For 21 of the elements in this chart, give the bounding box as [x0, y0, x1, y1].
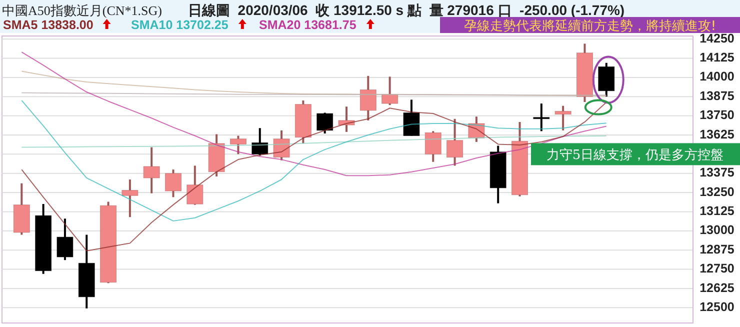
text: SMA20 13681.75	[259, 18, 356, 32]
y-tick-label: 12500	[700, 300, 734, 314]
y-tick-label: 13750	[700, 108, 734, 122]
y-tick-label: 14250	[700, 31, 734, 46]
y-tick-label: 13375	[700, 166, 734, 180]
y-tick-label: 12625	[700, 280, 734, 295]
text: SMA5 13838.00	[3, 18, 94, 32]
y-tick-label: 13250	[700, 184, 734, 199]
y-tick-label: 12750	[700, 262, 734, 276]
y-tick-label: 14125	[700, 50, 734, 65]
text: 孕線走勢代表將延續前方走勢，將持續進攻!	[464, 18, 716, 34]
chart-subtitle: 日線圖 2020/03/06 收 13912.50 s 點 量 279016 口 -250.00 (-1.77%)	[188, 2, 625, 18]
annotation: 力守5日線支撐，仍是多方控盤	[546, 147, 724, 164]
y-tick-label: 13625	[700, 127, 734, 142]
y-tick-label: 14000	[700, 70, 734, 84]
text: SMA10 13702.25	[131, 18, 228, 32]
y-tick-label: 12875	[700, 242, 734, 256]
y-tick-label: 13000	[700, 223, 734, 238]
y-tick-label: 13875	[700, 88, 734, 103]
y-tick-label: 13125	[700, 204, 734, 218]
chart-title: 中國A50指數近月(CN*1.SG)	[2, 3, 162, 18]
